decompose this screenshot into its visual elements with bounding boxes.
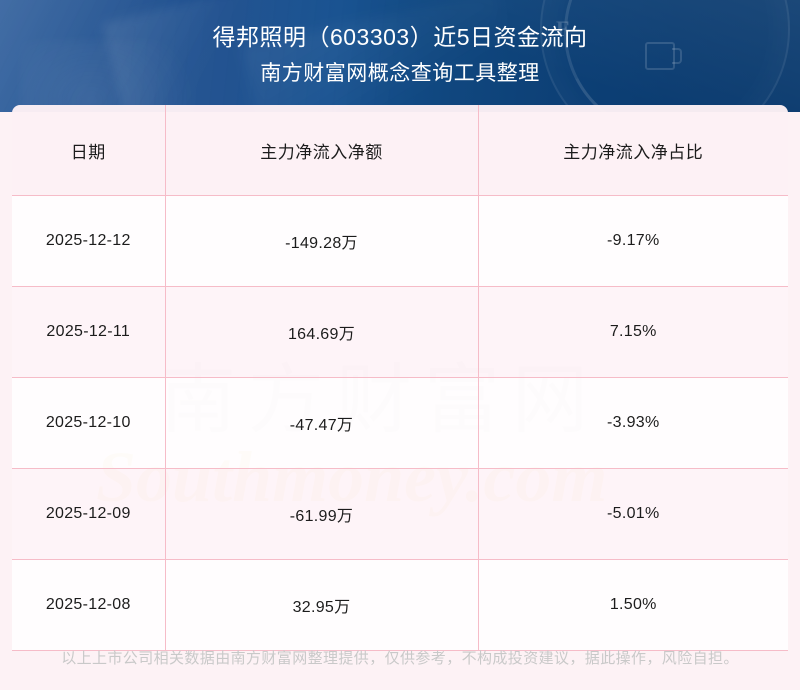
table-row: 2025-12-08 32.95万 1.50%: [12, 559, 788, 651]
cell-date: 2025-12-09: [12, 468, 166, 560]
cell-amount: -61.99万: [165, 468, 479, 560]
banner-decor-shape-c: [20, 40, 200, 112]
cell-ratio: 7.15%: [478, 286, 788, 378]
cell-amount: 32.95万: [165, 559, 479, 651]
disclaimer-footer: 以上上市公司相关数据由南方财富网整理提供，仅供参考，不构成投资建议，据此操作，风…: [61, 650, 739, 667]
table-body: 2025-12-12 -149.28万 -9.17% 2025-12-11 16…: [12, 195, 788, 651]
gauge-full-label: F: [556, 16, 570, 41]
cell-ratio: -5.01%: [478, 468, 788, 560]
table-header-row: 日期 主力净流入净额 主力净流入净占比: [12, 105, 788, 196]
table-row: 2025-12-11 164.69万 7.15%: [12, 286, 788, 378]
fuel-gauge-icon: F: [536, 0, 800, 112]
cell-date: 2025-12-11: [12, 286, 166, 378]
cell-ratio: 1.50%: [478, 559, 788, 651]
fund-flow-table: 日期 主力净流入净额 主力净流入净占比 2025-12-12 -149.28万 …: [12, 105, 788, 651]
page-title-line1: 得邦照明（603303）近5日资金流向: [212, 24, 588, 50]
cell-date: 2025-12-12: [12, 195, 166, 287]
cell-date: 2025-12-10: [12, 377, 166, 469]
page-title: 得邦照明（603303）近5日资金流向 南方财富网概念查询工具整理: [0, 0, 800, 89]
fuel-pump-icon: [645, 42, 682, 70]
column-header-date: 日期: [12, 105, 166, 196]
column-header-ratio: 主力净流入净占比: [478, 105, 788, 196]
table-row: 2025-12-09 -61.99万 -5.01%: [12, 468, 788, 560]
table-row: 2025-12-10 -47.47万 -3.93%: [12, 377, 788, 469]
cell-amount: -47.47万: [165, 377, 479, 469]
cell-ratio: -9.17%: [478, 195, 788, 287]
cell-ratio: -3.93%: [478, 377, 788, 469]
page-title-line2: 南方财富网概念查询工具整理: [260, 62, 540, 85]
column-header-amount: 主力净流入净额: [165, 105, 479, 196]
cell-date: 2025-12-08: [12, 559, 166, 651]
header-banner: F 得邦照明（603303）近5日资金流向 南方财富网概念查询工具整理: [0, 0, 800, 112]
table-header: 日期 主力净流入净额 主力净流入净占比: [12, 105, 788, 196]
table-row: 2025-12-12 -149.28万 -9.17%: [12, 195, 788, 287]
fund-flow-table-container: 日期 主力净流入净额 主力净流入净占比 2025-12-12 -149.28万 …: [12, 105, 788, 651]
cell-amount: 164.69万: [165, 286, 479, 378]
cell-amount: -149.28万: [165, 195, 479, 287]
